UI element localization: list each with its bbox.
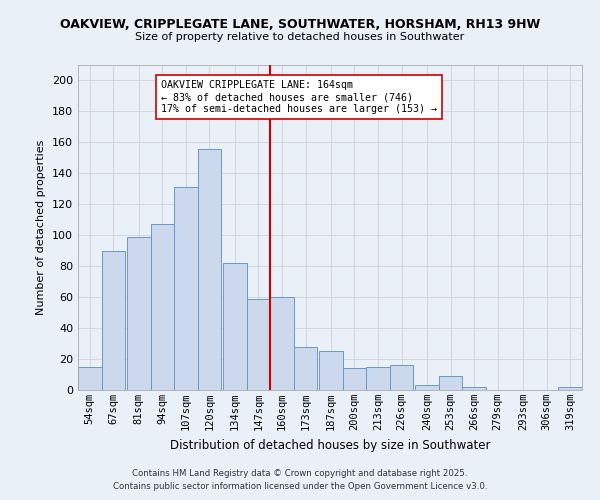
- X-axis label: Distribution of detached houses by size in Southwater: Distribution of detached houses by size …: [170, 438, 490, 452]
- Bar: [366, 367, 390, 390]
- Text: Size of property relative to detached houses in Southwater: Size of property relative to detached ho…: [136, 32, 464, 42]
- Bar: [415, 386, 439, 390]
- Bar: [270, 297, 294, 390]
- Bar: [127, 237, 151, 390]
- Bar: [174, 188, 197, 390]
- Bar: [439, 376, 463, 390]
- Text: OAKVIEW CRIPPLEGATE LANE: 164sqm
← 83% of detached houses are smaller (746)
17% : OAKVIEW CRIPPLEGATE LANE: 164sqm ← 83% o…: [161, 80, 437, 114]
- Bar: [294, 346, 317, 390]
- Bar: [101, 250, 125, 390]
- Bar: [223, 263, 247, 390]
- Bar: [319, 352, 343, 390]
- Y-axis label: Number of detached properties: Number of detached properties: [37, 140, 46, 315]
- Bar: [463, 387, 486, 390]
- Bar: [559, 387, 582, 390]
- Text: Contains public sector information licensed under the Open Government Licence v3: Contains public sector information licen…: [113, 482, 487, 491]
- Text: Contains HM Land Registry data © Crown copyright and database right 2025.: Contains HM Land Registry data © Crown c…: [132, 469, 468, 478]
- Bar: [78, 367, 101, 390]
- Bar: [343, 368, 366, 390]
- Bar: [197, 148, 221, 390]
- Text: OAKVIEW, CRIPPLEGATE LANE, SOUTHWATER, HORSHAM, RH13 9HW: OAKVIEW, CRIPPLEGATE LANE, SOUTHWATER, H…: [60, 18, 540, 30]
- Bar: [247, 298, 270, 390]
- Bar: [151, 224, 174, 390]
- Bar: [390, 365, 413, 390]
